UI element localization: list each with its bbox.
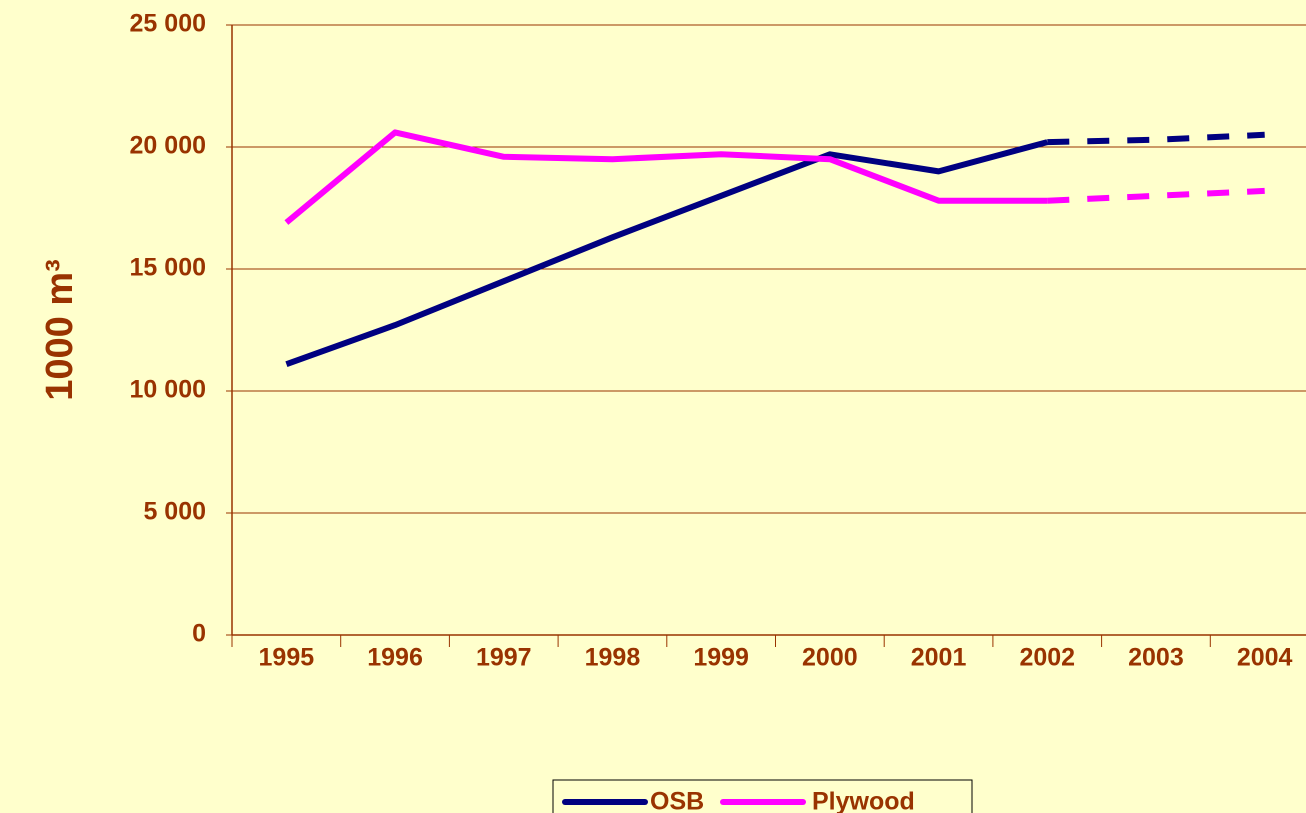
legend-box <box>552 779 973 813</box>
forecast-line <box>1047 131 1265 146</box>
legend-label: Plywood <box>812 788 915 813</box>
y-tick-label: 0 <box>192 620 206 648</box>
y-tick-label: 10 000 <box>130 376 206 404</box>
x-tick-label: 1996 <box>367 644 423 672</box>
legend-label: OSB <box>650 788 704 813</box>
x-tick-label: 1997 <box>476 644 532 672</box>
y-tick-label: 20 000 <box>130 132 206 160</box>
y-tick-label: 5 000 <box>143 498 206 526</box>
x-tick-label: 2000 <box>802 644 858 672</box>
series-line <box>285 139 1049 368</box>
x-tick-label: 1998 <box>585 644 641 672</box>
x-tick-label: 2004 <box>1237 644 1293 672</box>
x-tick-label: 1995 <box>259 644 315 672</box>
series-line <box>284 129 1048 225</box>
y-axis-label: 1000 m³ <box>39 259 81 401</box>
forecast-line <box>1047 187 1265 204</box>
y-tick-label: 25 000 <box>130 10 206 38</box>
x-tick-label: 2003 <box>1128 644 1184 672</box>
x-tick-label: 2001 <box>911 644 967 672</box>
x-tick-label: 1999 <box>693 644 749 672</box>
y-tick-label: 15 000 <box>130 254 206 282</box>
x-tick-label: 2002 <box>1019 644 1075 672</box>
